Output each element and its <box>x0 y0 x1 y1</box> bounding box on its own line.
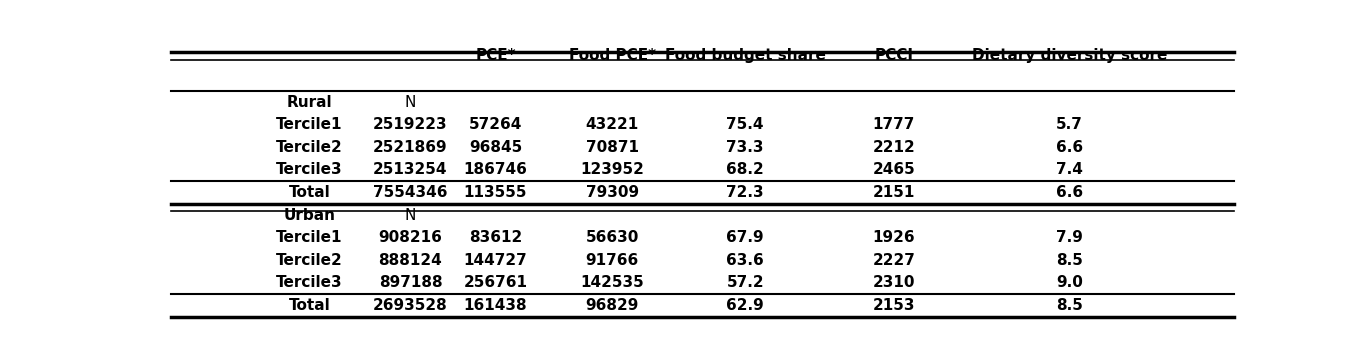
Text: 91766: 91766 <box>585 253 639 268</box>
Text: 6.6: 6.6 <box>1056 140 1083 155</box>
Text: Urban: Urban <box>284 207 336 223</box>
Text: 7554346: 7554346 <box>373 185 448 200</box>
Text: 2227: 2227 <box>872 253 916 268</box>
Text: Tercile1: Tercile1 <box>276 117 343 132</box>
Text: 57264: 57264 <box>469 117 522 132</box>
Text: Total: Total <box>289 185 330 200</box>
Text: 908216: 908216 <box>378 230 443 245</box>
Text: 2693528: 2693528 <box>373 298 448 313</box>
Text: 888124: 888124 <box>378 253 443 268</box>
Text: 144727: 144727 <box>463 253 528 268</box>
Text: 142535: 142535 <box>580 275 644 290</box>
Text: 8.5: 8.5 <box>1056 253 1083 268</box>
Text: Food budget share: Food budget share <box>665 49 825 63</box>
Text: 96829: 96829 <box>585 298 639 313</box>
Text: 2212: 2212 <box>872 140 916 155</box>
Text: 7.4: 7.4 <box>1056 162 1083 177</box>
Text: Total: Total <box>289 298 330 313</box>
Text: 96845: 96845 <box>469 140 522 155</box>
Text: N: N <box>404 207 417 223</box>
Text: Tercile2: Tercile2 <box>276 253 343 268</box>
Text: 186746: 186746 <box>463 162 528 177</box>
Text: 2521869: 2521869 <box>373 140 448 155</box>
Text: 2153: 2153 <box>873 298 914 313</box>
Text: 70871: 70871 <box>585 140 639 155</box>
Text: 2151: 2151 <box>873 185 914 200</box>
Text: 7.9: 7.9 <box>1056 230 1083 245</box>
Text: 68.2: 68.2 <box>727 162 764 177</box>
Text: 62.9: 62.9 <box>727 298 764 313</box>
Text: 9.0: 9.0 <box>1056 275 1083 290</box>
Text: 113555: 113555 <box>463 185 528 200</box>
Text: N: N <box>404 94 417 110</box>
Text: Tercile2: Tercile2 <box>276 140 343 155</box>
Text: 56630: 56630 <box>585 230 639 245</box>
Text: 2519223: 2519223 <box>373 117 448 132</box>
Text: 67.9: 67.9 <box>727 230 764 245</box>
Text: 2310: 2310 <box>873 275 914 290</box>
Text: 256761: 256761 <box>463 275 528 290</box>
Text: Tercile3: Tercile3 <box>276 275 343 290</box>
Text: PCCI: PCCI <box>875 49 913 63</box>
Text: 8.5: 8.5 <box>1056 298 1083 313</box>
Text: 73.3: 73.3 <box>727 140 764 155</box>
Text: Dietary diversity score: Dietary diversity score <box>972 49 1167 63</box>
Text: 63.6: 63.6 <box>727 253 764 268</box>
Text: Tercile1: Tercile1 <box>276 230 343 245</box>
Text: 75.4: 75.4 <box>727 117 764 132</box>
Text: 79309: 79309 <box>585 185 639 200</box>
Text: 123952: 123952 <box>580 162 644 177</box>
Text: Rural: Rural <box>287 94 332 110</box>
Text: 897188: 897188 <box>378 275 443 290</box>
Text: 5.7: 5.7 <box>1056 117 1083 132</box>
Text: 6.6: 6.6 <box>1056 185 1083 200</box>
Text: 57.2: 57.2 <box>727 275 764 290</box>
Text: 72.3: 72.3 <box>727 185 764 200</box>
Text: Food PCE*: Food PCE* <box>569 49 655 63</box>
Text: 1926: 1926 <box>872 230 916 245</box>
Text: 1777: 1777 <box>873 117 914 132</box>
Text: 2513254: 2513254 <box>373 162 448 177</box>
Text: 83612: 83612 <box>469 230 522 245</box>
Text: 2465: 2465 <box>872 162 916 177</box>
Text: 161438: 161438 <box>463 298 528 313</box>
Text: PCE*: PCE* <box>476 49 515 63</box>
Text: 43221: 43221 <box>585 117 639 132</box>
Text: Tercile3: Tercile3 <box>276 162 343 177</box>
